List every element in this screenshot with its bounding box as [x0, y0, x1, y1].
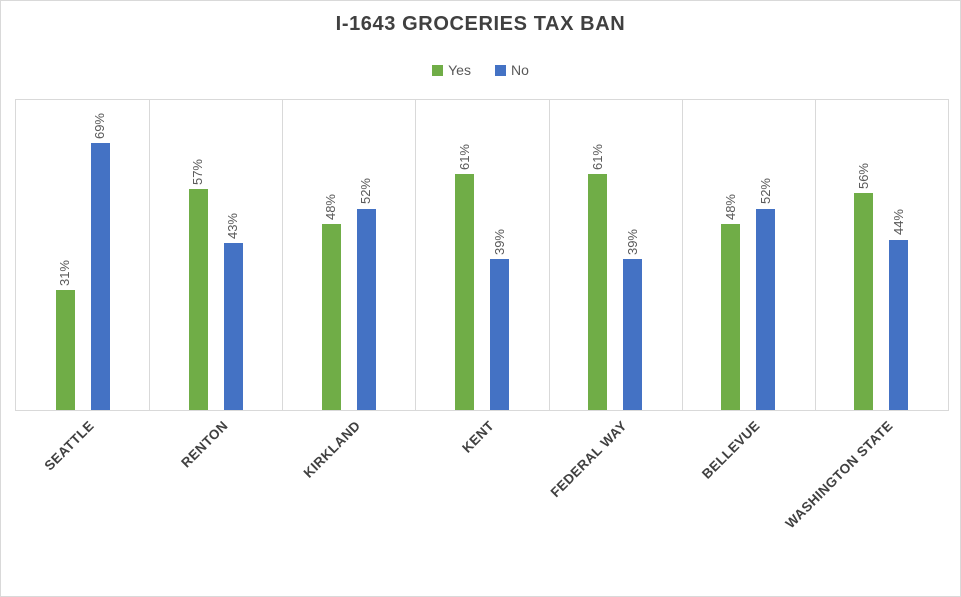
category-gridline [149, 100, 151, 410]
bar-no-federal-way [623, 258, 643, 410]
legend-label-yes: Yes [448, 62, 471, 78]
bar-yes-renton [188, 189, 208, 410]
bar-yes-washington-state [854, 193, 874, 410]
bar-no-renton [223, 243, 243, 410]
legend-item-yes: Yes [432, 62, 471, 78]
category-gridline [681, 100, 683, 410]
x-axis-label-bellevue: BELLEVUE [699, 418, 763, 482]
legend-label-no: No [510, 62, 529, 78]
bar-yes-federal-way [588, 173, 608, 410]
legend-swatch-yes-icon [432, 64, 444, 76]
chart-title: I-1643 GROCERIES TAX BAN [335, 13, 626, 35]
category-gridline [415, 100, 417, 410]
bar-yes-kirkland [321, 224, 341, 410]
x-axis-label-seattle: SEATTLE [41, 418, 98, 474]
x-axis-label-washington-state: WASHINGTON STATE [782, 418, 897, 532]
legend-swatch-no-icon [494, 64, 506, 76]
bar-yes-bellevue [721, 224, 741, 410]
x-axis-label-renton: RENTON [177, 418, 231, 471]
x-axis-label-kirkland: KIRKLAND [300, 418, 364, 481]
plot-area: 31% 57% 48% 61% 61% 48% 56% 69% 43% 52% 39% 39% 52% 4… [15, 99, 949, 411]
category-gridline [814, 100, 816, 410]
x-axis-label-kent: KENT [458, 418, 497, 456]
bar-no-washington-state [889, 239, 909, 410]
bar-yes-kent [455, 173, 474, 410]
bar-no-kirkland [356, 208, 376, 410]
bar-no-kent [490, 258, 509, 410]
bar-yes-seattle [55, 289, 75, 410]
x-axis-label-federal-way: FEDERAL WAY [547, 418, 630, 501]
legend: Yes No [1, 62, 960, 78]
bar-no-seattle [90, 142, 110, 410]
legend-item-no: No [494, 62, 529, 78]
category-gridline [548, 100, 550, 410]
category-gridline [282, 100, 284, 410]
bar-no-bellevue [756, 208, 776, 410]
